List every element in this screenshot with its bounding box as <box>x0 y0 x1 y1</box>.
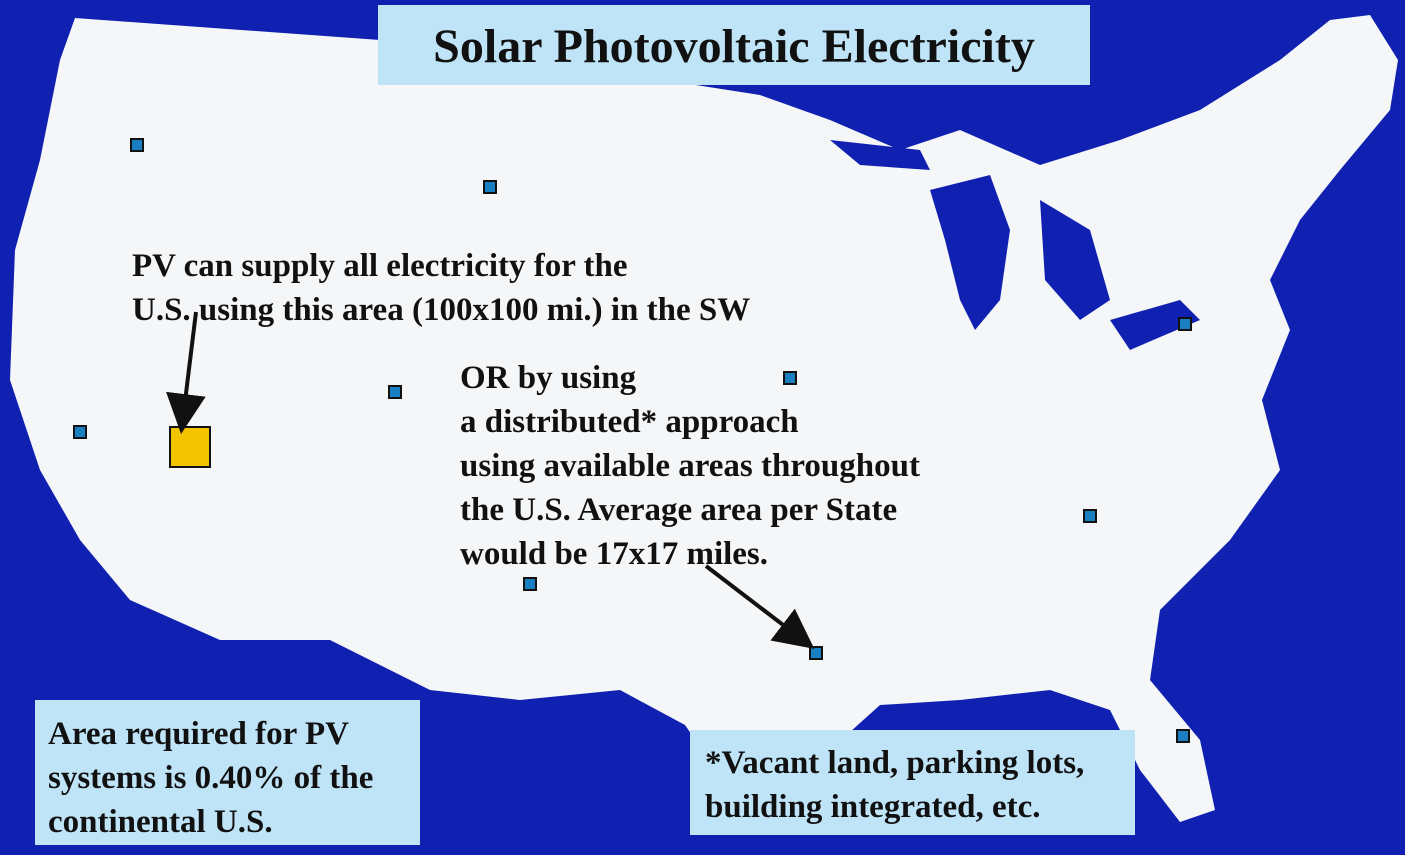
annotation-line: a distributed* approach <box>460 404 799 440</box>
arrow <box>166 311 206 434</box>
annotation-line: building integrated, etc. <box>705 789 1041 825</box>
great-lakes <box>830 140 1200 350</box>
site-marker <box>130 138 144 152</box>
annotation-line: continental U.S. <box>48 804 273 840</box>
annotation-line: *Vacant land, parking lots, <box>705 745 1084 781</box>
site-marker <box>1178 317 1192 331</box>
title-box <box>378 5 1090 85</box>
annotation-line: U.S. using this area (100x100 mi.) in th… <box>132 292 750 328</box>
annotation-line: would be 17x17 miles. <box>460 536 768 572</box>
site-markers <box>73 138 1192 743</box>
annotation-line: the U.S. Average area per State <box>460 492 897 528</box>
site-marker <box>809 646 823 660</box>
annotation-line: OR by using <box>460 360 637 396</box>
annotation-line: systems is 0.40% of the <box>48 760 373 796</box>
note-box <box>690 730 1135 835</box>
site-marker <box>523 577 537 591</box>
site-marker <box>388 385 402 399</box>
site-marker <box>1083 509 1097 523</box>
note-box <box>35 700 420 845</box>
annotation-line: using available areas throughout <box>460 448 920 484</box>
site-marker <box>1176 729 1190 743</box>
annotation-line: PV can supply all electricity for the <box>132 248 628 284</box>
arrow <box>704 564 815 649</box>
title: Solar Photovoltaic Electricity <box>433 20 1035 73</box>
site-marker <box>483 180 497 194</box>
site-marker <box>783 371 797 385</box>
site-marker <box>73 425 87 439</box>
sw-area <box>169 426 211 468</box>
annotation-line: Area required for PV <box>48 716 349 752</box>
